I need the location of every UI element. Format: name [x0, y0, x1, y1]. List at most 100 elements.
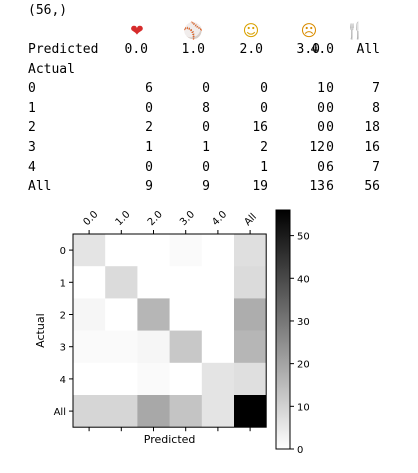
- crosstab-cell: 16: [364, 139, 380, 155]
- baseball-emoji-icon: ⚾: [183, 21, 203, 40]
- heatmap-cell: [137, 234, 170, 267]
- colorbar-tick-label: 50: [297, 232, 310, 243]
- y-tick-label: 3: [60, 343, 66, 354]
- crosstab-col-header-label: Predicted: [28, 42, 99, 57]
- heatmap-cell: [73, 362, 106, 396]
- crosstab-cell: 0: [202, 81, 210, 97]
- crosstab-row-label: 2: [28, 120, 36, 136]
- heatmap-cell: [201, 234, 235, 267]
- x-tick-label: 3.0: [178, 209, 197, 228]
- crosstab-cell: 0: [202, 120, 210, 136]
- heatmap-cell: [105, 395, 138, 428]
- heatmap-cell: [73, 266, 106, 299]
- crosstab-cell: 6: [145, 81, 153, 97]
- crosstab-cell: 7: [372, 159, 380, 175]
- disappointed-emoji-icon: ☹: [300, 21, 318, 40]
- heatmap-cell: [73, 330, 106, 364]
- crosstab-cell: 6: [326, 159, 334, 175]
- crosstab-col-header: 2.0: [239, 42, 263, 57]
- crosstab-row-header-label: Actual: [28, 61, 75, 77]
- shape-output: (56,): [28, 3, 68, 18]
- heatmap-cell: [137, 266, 170, 299]
- heatmap-cell: [169, 330, 203, 364]
- heatmap-cell: [73, 298, 106, 331]
- colorbar-tick-label: 20: [297, 360, 310, 371]
- crosstab-row-header-row: Actual: [28, 60, 388, 80]
- crosstab-row-label: 0: [28, 81, 36, 97]
- heatmap-cell: [105, 362, 138, 396]
- heatmap-cell: [169, 298, 203, 331]
- colorbar-tick-label: 0: [297, 445, 303, 456]
- crosstab-cell: 56: [364, 179, 380, 195]
- heatmap-frame: [72, 233, 267, 428]
- heatmap-cell: [234, 266, 267, 299]
- heart-emoji-icon: ❤: [130, 21, 144, 40]
- crosstab-cell: 9: [202, 179, 210, 195]
- crosstab-cell: 0: [326, 120, 334, 136]
- confusion-matrix-heatmap: 0.0 1.0 2.0 3.0 4.0 All 0 1 2 3 4 All Predicted Actua…: [34, 209, 310, 456]
- crosstab-cell: 13: [309, 179, 325, 195]
- crosstab-cell: 16: [252, 120, 268, 136]
- crosstab-cell: 0: [326, 139, 334, 155]
- heatmap-cell: [105, 266, 138, 299]
- heatmap-cell: [234, 362, 267, 396]
- crosstab-col-header: 3.0: [296, 42, 320, 57]
- x-tick-label: 1.0: [114, 209, 133, 228]
- crosstab-row-label: 3: [28, 139, 36, 155]
- crosstab-cell: 0: [260, 100, 268, 116]
- heatmap-cell: [137, 330, 170, 364]
- crosstab-col-header: 4.0: [310, 42, 334, 57]
- colorbar-tick-label: 10: [297, 402, 310, 413]
- heatmap-cell: [73, 234, 106, 267]
- heatmap-cell: [105, 330, 138, 364]
- y-tick-label: 1: [60, 278, 66, 289]
- crosstab-cell: 2: [145, 120, 153, 136]
- heatmap-cell: [169, 234, 203, 267]
- crosstab-col-header: All: [356, 42, 380, 57]
- crosstab-row-label: All: [28, 179, 52, 195]
- crosstab-cell: 0: [326, 81, 334, 97]
- crosstab-row-label: 4: [28, 159, 36, 175]
- heatmap-cell: [234, 298, 267, 331]
- crosstab-cell: 0: [317, 120, 325, 136]
- crosstab-cell: 0: [260, 81, 268, 97]
- crosstab-cell: 12: [309, 139, 325, 155]
- x-tick-label: All: [242, 212, 259, 229]
- heatmap-cell: [201, 330, 235, 364]
- heatmap-cell: [201, 266, 235, 299]
- colorbar-tick-label: 40: [297, 274, 310, 285]
- x-tick-label: 0.0: [81, 209, 100, 228]
- crosstab-cell: 9: [145, 179, 153, 195]
- crosstab-column-header-row: Predicted 0.0 1.0 2.0 3.0 4.0 All: [28, 40, 388, 60]
- heatmap-cell: [137, 395, 170, 428]
- crosstab-row: 3 1 1 2 12 0 16: [28, 138, 388, 158]
- smile-emoji-icon: ☺: [242, 21, 260, 40]
- crosstab-cell: 8: [372, 100, 380, 116]
- crosstab-cell: 0: [145, 159, 153, 175]
- heatmap-cell: [137, 298, 170, 331]
- crosstab-cell: 0: [317, 100, 325, 116]
- heatmap-cell: [234, 234, 267, 267]
- heatmap-cell: [201, 298, 235, 331]
- heatmap-cell: [73, 395, 106, 428]
- heatmap-cell: [234, 330, 267, 364]
- x-tick-label: 2.0: [146, 209, 165, 228]
- crosstab-cell: 0: [145, 100, 153, 116]
- crosstab-cell: 8: [202, 100, 210, 116]
- crosstab-cell: 0: [326, 100, 334, 116]
- crosstab-cell: 0: [202, 159, 210, 175]
- x-tick-label: 4.0: [210, 209, 229, 228]
- heatmap-cell: [234, 395, 267, 428]
- crosstab-cell: 6: [326, 179, 334, 195]
- crosstab-cell: 1: [202, 139, 210, 155]
- crosstab-row-label: 1: [28, 100, 36, 116]
- x-axis-label: Predicted: [144, 433, 196, 446]
- crosstab-cell: 2: [260, 139, 268, 155]
- heatmap-cell: [137, 362, 170, 396]
- heatmap-cell: [201, 395, 235, 428]
- crosstab-cell: 7: [372, 81, 380, 97]
